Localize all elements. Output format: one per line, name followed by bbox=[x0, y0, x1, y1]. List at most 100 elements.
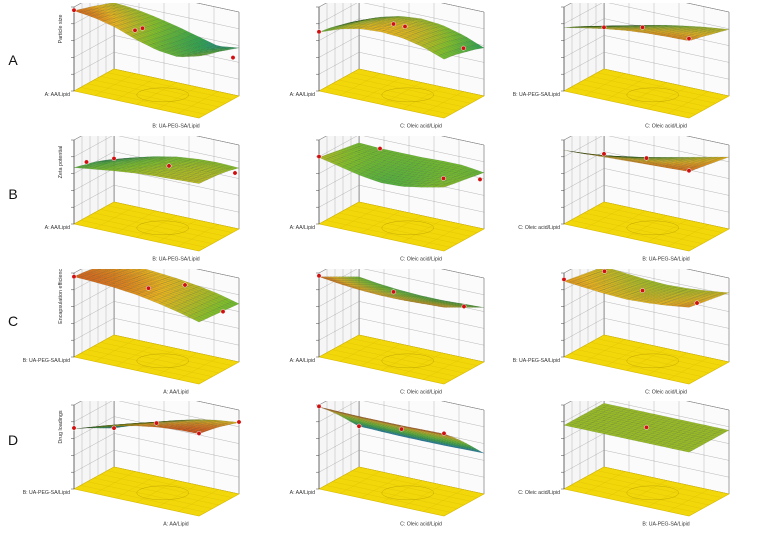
surface-plot-c2: C: Oleic acid/Lipid A: AA/Lipid bbox=[267, 269, 512, 400]
surface bbox=[318, 142, 485, 188]
surface-facet bbox=[227, 422, 237, 424]
design-point-marker bbox=[316, 154, 322, 160]
surface-facet bbox=[697, 164, 707, 167]
response-label: Zeta potential bbox=[58, 146, 64, 179]
gridline bbox=[73, 3, 82, 8]
design-point-marker bbox=[644, 424, 649, 430]
z-axis bbox=[71, 139, 75, 225]
design-point-marker bbox=[356, 423, 362, 429]
base-contour bbox=[381, 220, 434, 236]
base-plane bbox=[73, 466, 240, 517]
gridline bbox=[73, 318, 115, 341]
gridline bbox=[686, 401, 730, 411]
x-axis-label: C: Oleic acid/Lipid bbox=[400, 521, 442, 527]
surface-facet bbox=[198, 54, 208, 56]
design-points bbox=[316, 21, 466, 51]
gridline bbox=[196, 136, 240, 146]
base-plane bbox=[563, 68, 730, 119]
surface-svg: C: Oleic acid/Lipid A: AA/Lipid bbox=[290, 269, 485, 395]
surface-facet bbox=[686, 304, 695, 307]
gridline bbox=[318, 301, 360, 324]
surface-facet bbox=[452, 49, 462, 55]
surface-svg: B: UA-PEG-SA/Lipid A: AA/Lipid Particle si… bbox=[45, 3, 240, 129]
design-point-marker bbox=[561, 276, 567, 282]
x-axis-label: A: AA/Lipid bbox=[163, 521, 188, 527]
base-plane bbox=[73, 334, 240, 385]
gridline bbox=[441, 401, 485, 411]
z-axis bbox=[71, 6, 75, 92]
surface-facet bbox=[227, 302, 237, 307]
design-point-marker bbox=[111, 425, 117, 431]
design-point-marker bbox=[236, 419, 242, 425]
gridline bbox=[358, 35, 485, 63]
base-gridline bbox=[107, 72, 233, 100]
base-plane bbox=[563, 201, 730, 252]
gridline bbox=[563, 3, 603, 24]
surface-facet bbox=[449, 181, 459, 184]
base-contour bbox=[626, 353, 679, 369]
gridline bbox=[608, 269, 730, 295]
surface-facet bbox=[688, 167, 698, 170]
base-gridline bbox=[597, 72, 723, 100]
surface-facet bbox=[685, 447, 696, 451]
gridline bbox=[73, 301, 115, 324]
gridline bbox=[113, 185, 240, 213]
gridline bbox=[318, 136, 327, 141]
surface bbox=[563, 403, 730, 453]
design-points bbox=[601, 24, 692, 42]
gridline bbox=[318, 168, 360, 191]
design-point-marker bbox=[694, 300, 700, 306]
gridline bbox=[318, 3, 327, 8]
gridline bbox=[563, 401, 572, 406]
design-points bbox=[316, 273, 467, 309]
gridline bbox=[318, 3, 358, 24]
gridline bbox=[686, 269, 730, 279]
surface-facet bbox=[472, 171, 482, 175]
design-point-marker bbox=[182, 282, 188, 288]
surface-svg: A: AA/Lipid B: UA-PEG-SA/Lipid Drug loadin… bbox=[23, 401, 242, 527]
surface-facet bbox=[193, 55, 202, 57]
surface-plot-a1: B: UA-PEG-SA/Lipid A: AA/Lipid Particle si… bbox=[22, 3, 267, 134]
design-point-marker bbox=[477, 176, 483, 182]
design-points bbox=[644, 424, 649, 430]
surface-plot-d1: A: AA/Lipid B: UA-PEG-SA/Lipid Drug loadin… bbox=[22, 401, 267, 532]
surface-facet bbox=[446, 435, 456, 439]
base-contour bbox=[381, 485, 434, 501]
z-axis bbox=[71, 404, 75, 490]
z-axis bbox=[316, 404, 320, 490]
gridline bbox=[318, 401, 358, 422]
design-points bbox=[71, 274, 226, 315]
base-contour bbox=[136, 87, 189, 103]
surface-facet bbox=[717, 430, 727, 434]
surface-facet bbox=[714, 30, 724, 32]
design-point-marker bbox=[686, 168, 692, 174]
gridline bbox=[563, 185, 605, 208]
surface-facet bbox=[221, 168, 231, 172]
gridline bbox=[441, 136, 485, 146]
surface-svg: C: Oleic acid/Lipid A: AA/Lipid bbox=[290, 3, 485, 129]
base-contour bbox=[626, 87, 679, 103]
z-axis bbox=[561, 139, 565, 225]
gridline bbox=[363, 269, 485, 295]
surface-plot-b3: B: UA-PEG-SA/Lipid C: Oleic acid/Lipid bbox=[512, 136, 757, 267]
surface bbox=[563, 269, 730, 308]
gridline bbox=[686, 3, 730, 13]
surface-plot-b2: C: Oleic acid/Lipid A: AA/Lipid bbox=[267, 136, 512, 267]
surface-plot-a3: C: Oleic acid/Lipid B: UA-PEG-SA/Lipid bbox=[512, 3, 757, 134]
gridline bbox=[318, 450, 360, 473]
base-plane bbox=[318, 466, 485, 517]
gridline bbox=[73, 450, 115, 473]
gridline bbox=[563, 136, 572, 141]
y-axis-label: A: AA/Lipid bbox=[45, 225, 70, 231]
surface bbox=[318, 406, 485, 454]
design-point-marker bbox=[316, 403, 322, 409]
gridline bbox=[113, 52, 240, 80]
base-plane bbox=[73, 68, 240, 119]
surface-facet bbox=[469, 172, 479, 176]
x-axis-label: B: UA-PEG-SA/Lipid bbox=[642, 256, 689, 262]
gridline bbox=[118, 3, 240, 29]
gridline bbox=[563, 433, 605, 456]
base-gridline bbox=[597, 470, 723, 498]
surface-facet bbox=[438, 185, 447, 188]
surface-facet bbox=[438, 54, 448, 60]
